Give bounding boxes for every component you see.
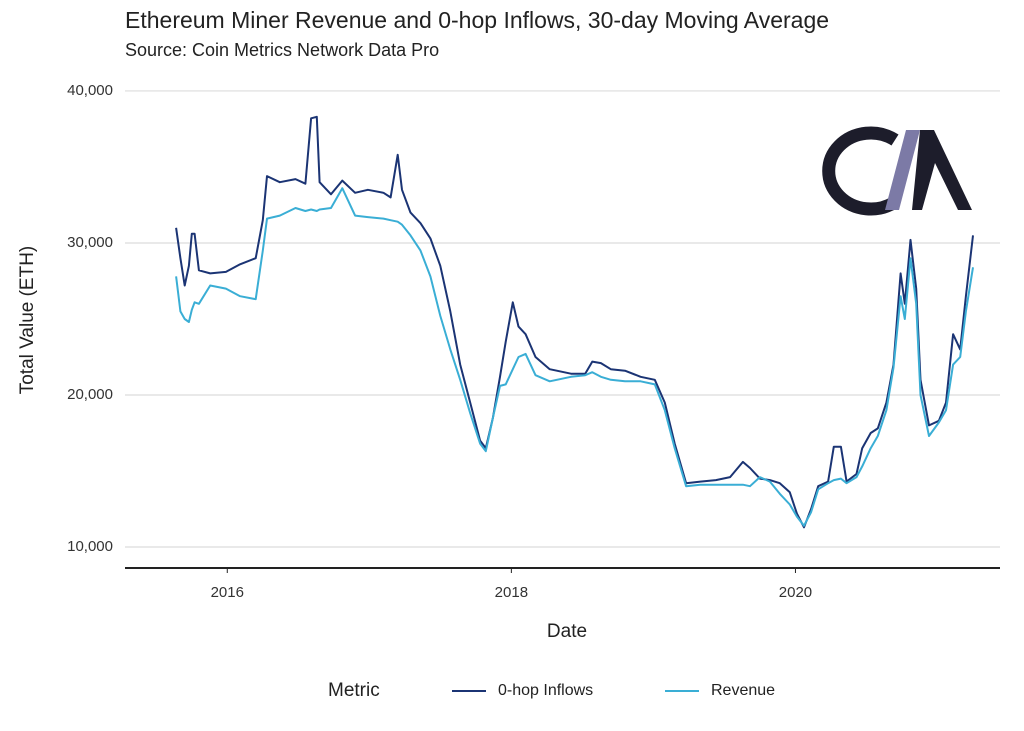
y-tick-label: 20,000 bbox=[67, 386, 113, 403]
series-line bbox=[175, 115, 974, 529]
x-tick-label: 2020 bbox=[779, 584, 812, 601]
legend-label: 0-hop Inflows bbox=[498, 682, 593, 699]
y-tick-label: 30,000 bbox=[67, 234, 113, 251]
y-tick-label: 10,000 bbox=[67, 538, 113, 555]
logo-m bbox=[912, 130, 972, 210]
y-axis-label: Total Value (ETH) bbox=[17, 246, 38, 395]
x-axis-label: Date bbox=[547, 621, 587, 642]
logo-slash bbox=[885, 130, 920, 210]
y-tick-label: 40,000 bbox=[67, 82, 113, 99]
x-tick-label: 2018 bbox=[495, 584, 528, 601]
logo-c bbox=[822, 126, 899, 216]
legend-label: Revenue bbox=[711, 682, 775, 699]
legend-title: Metric bbox=[328, 680, 380, 701]
chart-title: Ethereum Miner Revenue and 0-hop Inflows… bbox=[125, 7, 829, 33]
series-line bbox=[175, 187, 974, 527]
logo bbox=[822, 126, 972, 216]
x-tick-label: 2016 bbox=[211, 584, 244, 601]
chart-subtitle: Source: Coin Metrics Network Data Pro bbox=[125, 40, 439, 60]
